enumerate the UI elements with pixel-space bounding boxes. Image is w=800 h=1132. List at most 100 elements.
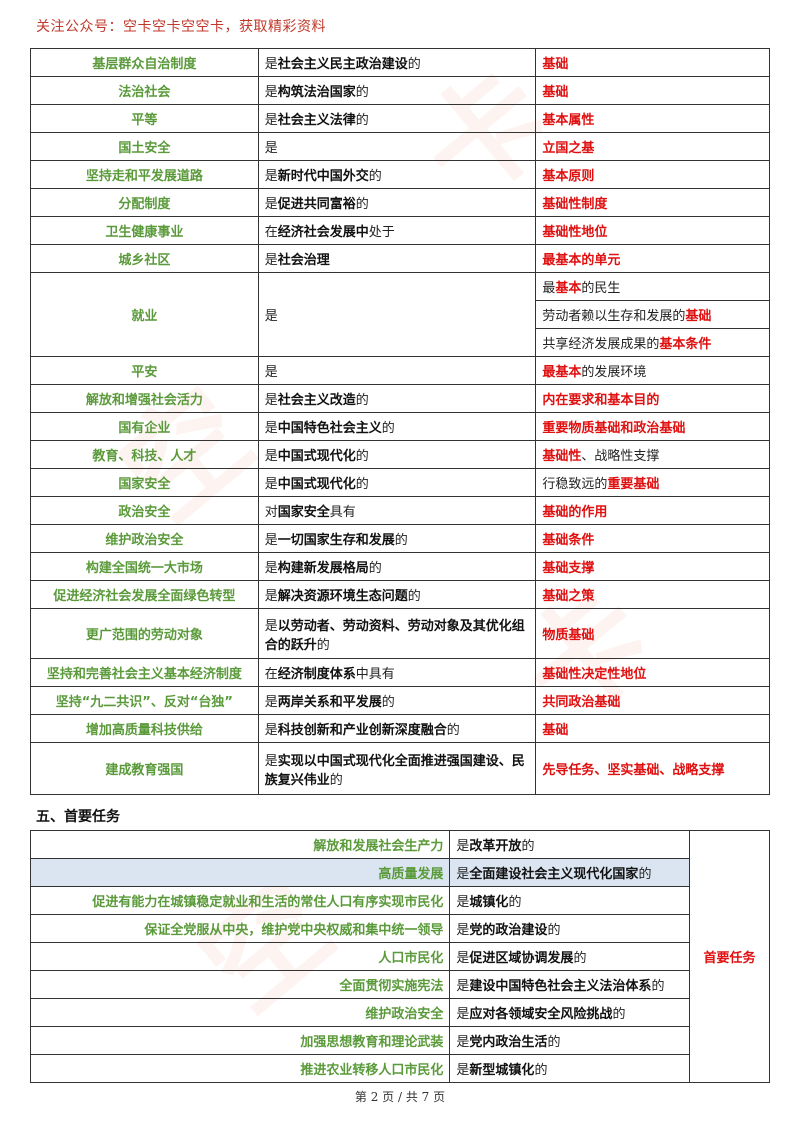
result-text: 基础的作用 — [542, 505, 608, 520]
key-cell: 促进有能力在城镇稳定就业和生活的常住人口有序实现市民化 — [29, 886, 451, 915]
value-prefix: 是 — [264, 365, 278, 380]
result-text: 的发展环境 — [581, 365, 647, 380]
value-cell: 在经济制度体系中具有 — [257, 658, 537, 687]
value-prefix: 在 — [264, 667, 278, 682]
value-prefix: 是 — [264, 561, 278, 576]
result-cell: 基础 — [535, 76, 770, 105]
value-keyword: 中国特色社会主义 — [277, 421, 382, 436]
table-row: 人口市民化 是促进区域协调发展的 — [29, 942, 770, 971]
key-cell: 解放和增强社会活力 — [30, 384, 259, 413]
result-cell: 先导任务、坚实基础、战略支撑 — [535, 742, 770, 795]
result-text: 基本条件 — [659, 337, 712, 352]
result-cell: 基础性地位 — [535, 216, 770, 245]
key-cell: 平等 — [30, 104, 259, 133]
table-row: 维护政治安全 是一切国家生存和发展的 基础条件 — [30, 524, 770, 553]
value-keyword: 改革开放 — [469, 839, 522, 854]
key-cell: 坚持“九二共识”、反对“台独” — [30, 686, 259, 715]
value-prefix: 是 — [456, 1007, 470, 1022]
result-cell: 基础性制度 — [535, 188, 770, 217]
value-keyword: 经济社会发展中 — [277, 225, 369, 240]
key-cell: 就业 — [30, 272, 259, 357]
value-prefix: 是 — [264, 618, 278, 634]
result-text: 基础 — [685, 309, 712, 324]
result-cell: 共同政治基础 — [535, 686, 770, 715]
result-cell: 基础性决定性地位 — [535, 658, 770, 687]
value-keyword: 两岸关系和平发展 — [277, 695, 382, 710]
result-text: 基础 — [542, 723, 569, 738]
value-keyword: 社会主义改造 — [277, 393, 356, 408]
key-cell: 保证全党服从中央，维护党中央权威和集中统一领导 — [29, 914, 451, 943]
key-cell: 推进农业转移人口市民化 — [29, 1054, 451, 1083]
value-cell: 是两岸关系和平发展的 — [257, 686, 537, 715]
value-suffix: 的 — [521, 839, 535, 854]
result-cell: 重要物质基础和政治基础 — [535, 412, 770, 441]
value-prefix: 是 — [264, 393, 278, 408]
result-text: 物质基础 — [542, 628, 595, 643]
page-footer: 第 2 页 / 共 7 页 — [354, 1090, 446, 1104]
result-cell: 基本原则 — [535, 160, 770, 189]
value-prefix: 是 — [264, 253, 278, 268]
result-cell: 基础之策 — [535, 580, 770, 609]
value-suffix: 的 — [547, 923, 561, 938]
value-cell: 是构建新发展格局的 — [257, 552, 537, 581]
table-row: 维护政治安全 是应对各领域安全风险挑战的 — [29, 998, 770, 1027]
value-suffix: 的 — [355, 85, 369, 100]
value-cell: 是党内政治生活的 — [449, 1026, 691, 1055]
key-cell: 全面贯彻实施宪法 — [29, 970, 451, 999]
value-prefix: 在 — [264, 225, 278, 240]
table-row: 建成教育强国 是实现以中国式现代化全面推进强国建设、民族复兴伟业的 先导任务、坚实基… — [30, 742, 770, 795]
value-keyword: 中国式现代化 — [277, 449, 356, 464]
value-cell: 是解决资源环境生态问题的 — [257, 580, 537, 609]
key-cell: 解放和发展社会生产力 — [29, 830, 451, 859]
value-prefix: 是 — [264, 169, 278, 184]
value-suffix: 的 — [446, 723, 460, 738]
result-text: 基础条件 — [542, 533, 595, 548]
value-cell: 是中国特色社会主义的 — [257, 412, 537, 441]
value-prefix: 是 — [456, 1035, 470, 1050]
table-row: 推进农业转移人口市民化 是新型城镇化的 — [29, 1054, 770, 1083]
value-cell: 是构筑法治国家的 — [257, 76, 537, 105]
table-row: 分配制度 是促进共同富裕的 基础性制度 — [30, 188, 770, 217]
value-prefix: 是 — [264, 85, 278, 100]
result-text: 基础 — [542, 85, 569, 100]
value-prefix: 是 — [456, 1063, 470, 1078]
value-suffix: 的 — [508, 895, 522, 910]
result-cell: 基础 — [535, 48, 770, 77]
table-row: 基层群众自治制度 是社会主义民主政治建设的 基础 — [30, 48, 770, 77]
table-row: 国有企业 是中国特色社会主义的 重要物质基础和政治基础 — [30, 412, 770, 441]
table-row: 卫生健康事业 在经济社会发展中处于 基础性地位 — [30, 216, 770, 245]
table-row: 解放和增强社会活力 是社会主义改造的 内在要求和基本目的 — [30, 384, 770, 413]
result-cell: 最基本的发展环境 — [535, 356, 770, 385]
result-cell: 内在要求和基本目的 — [535, 384, 770, 413]
table-row: 解放和发展社会生产力 是改革开放的 首要任务 — [29, 830, 770, 1083]
key-cell: 基层群众自治制度 — [30, 48, 259, 77]
value-suffix: 的 — [355, 393, 369, 408]
value-prefix: 是 — [264, 589, 278, 604]
value-suffix: 的 — [573, 951, 587, 966]
table-row: 教育、科技、人才 是中国式现代化的 基础性、战略性支撑 — [30, 440, 770, 469]
result-cell: 劳动者赖以生存和发展的基础 — [535, 300, 770, 329]
result-cell: 行稳致远的重要基础 — [535, 468, 770, 497]
result-text: 劳动者赖以生存和发展的 — [542, 309, 686, 324]
result-text: 基础性决定性地位 — [542, 667, 647, 682]
result-cell: 立国之基 — [535, 132, 770, 161]
table-row: 平安是 最基本的发展环境 — [30, 356, 770, 385]
table-row: 更广范围的劳动对象 是以劳动者、劳动资料、劳动对象及其优化组合的跃升的 物质基础 — [30, 608, 770, 659]
value-cell: 是改革开放的 — [449, 830, 691, 859]
value-keyword: 科技创新和产业创新深度融合 — [277, 723, 447, 738]
result-text: 基本 — [555, 281, 582, 296]
value-cell: 是城镇化的 — [449, 886, 691, 915]
value-keyword: 应对各领域安全风险挑战 — [469, 1007, 613, 1022]
result-cell: 基础的作用 — [535, 496, 770, 525]
key-cell: 卫生健康事业 — [30, 216, 259, 245]
result-text: 共同政治基础 — [542, 695, 621, 710]
value-cell: 是科技创新和产业创新深度融合的 — [257, 714, 537, 743]
value-keyword: 构筑法治国家 — [277, 85, 356, 100]
result-text: 基础性制度 — [542, 197, 608, 212]
result-text: 先导任务、坚实基础、战略支撑 — [542, 763, 725, 778]
value-cell: 是促进区域协调发展的 — [449, 942, 691, 971]
value-suffix: 处于 — [368, 225, 395, 240]
value-prefix: 是 — [456, 923, 470, 938]
value-cell: 是促进共同富裕的 — [257, 188, 537, 217]
value-suffix: 的 — [355, 477, 369, 492]
